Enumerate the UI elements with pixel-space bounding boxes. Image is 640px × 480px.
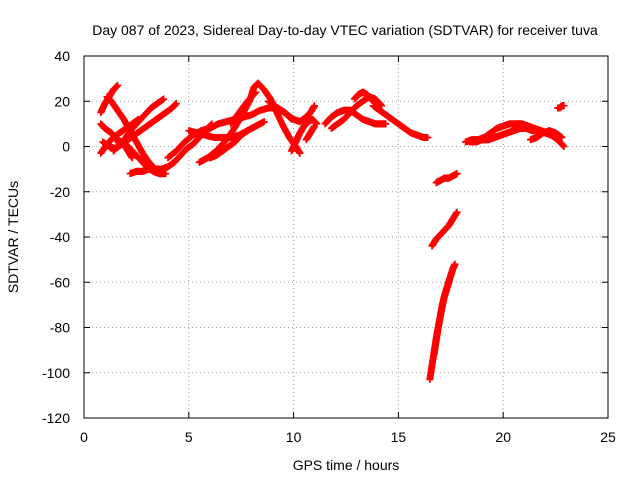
y-tick-label: -100 (42, 365, 70, 381)
grid (84, 56, 608, 418)
series-arc-19 (350, 88, 379, 108)
data-point (445, 278, 453, 286)
data-point (251, 89, 259, 97)
series-arc-14 (264, 97, 319, 126)
y-tick-label: -80 (50, 320, 70, 336)
y-tick-label: 20 (54, 93, 70, 109)
y-tick-label: -60 (50, 274, 70, 290)
series-arc-24 (432, 170, 461, 187)
x-axis-label: GPS time / hours (293, 457, 400, 473)
chart-title: Day 087 of 2023, Sidereal Day-to-day VTE… (92, 22, 598, 38)
data-points (97, 79, 568, 384)
series-arc-15 (288, 115, 321, 155)
series-arc-12 (206, 127, 251, 162)
data-point (378, 102, 386, 110)
data-point (114, 81, 122, 89)
series-arc-7 (109, 95, 168, 155)
x-tick-label: 10 (286, 429, 302, 445)
series-arc-28 (554, 102, 568, 112)
data-point (243, 127, 251, 135)
series-arc-20 (369, 102, 432, 141)
series-arc-2 (97, 81, 122, 117)
series-arc-13 (227, 88, 260, 128)
series-arc-27 (526, 127, 566, 144)
data-point (424, 133, 432, 141)
data-point (160, 95, 168, 103)
x-tick-label: 20 (495, 429, 511, 445)
data-point (451, 260, 459, 268)
series-arc-23 (428, 208, 461, 250)
data-point (260, 118, 268, 126)
data-point (311, 102, 319, 110)
data-point (172, 100, 180, 108)
data-point (162, 170, 170, 178)
x-tick-label: 0 (80, 429, 88, 445)
x-tick-label: 25 (600, 429, 616, 445)
x-tick-label: 5 (185, 429, 193, 445)
axis-ticks: 0 5 10 15 20 25 40 20 0 -20 -40 -60 -80 -100 -120 (42, 48, 616, 445)
series-arc-22 (430, 278, 453, 359)
data-point (560, 143, 568, 150)
data-point (453, 208, 461, 216)
data-point (252, 88, 260, 96)
data-point (560, 102, 568, 110)
data-point (128, 154, 136, 162)
data-point (453, 170, 461, 178)
series-arc-16 (302, 122, 319, 144)
y-tick-label: 0 (62, 139, 70, 155)
y-tick-label: 40 (54, 48, 70, 64)
y-axis-label: SDTVAR / TECUs (5, 181, 21, 293)
data-point (558, 133, 566, 141)
y-tick-label: -20 (50, 184, 70, 200)
data-point (296, 149, 304, 157)
x-tick-label: 15 (391, 429, 407, 445)
y-tick-label: -120 (42, 410, 70, 426)
data-point (311, 122, 319, 130)
y-tick-label: -40 (50, 229, 70, 245)
data-point (382, 120, 390, 128)
